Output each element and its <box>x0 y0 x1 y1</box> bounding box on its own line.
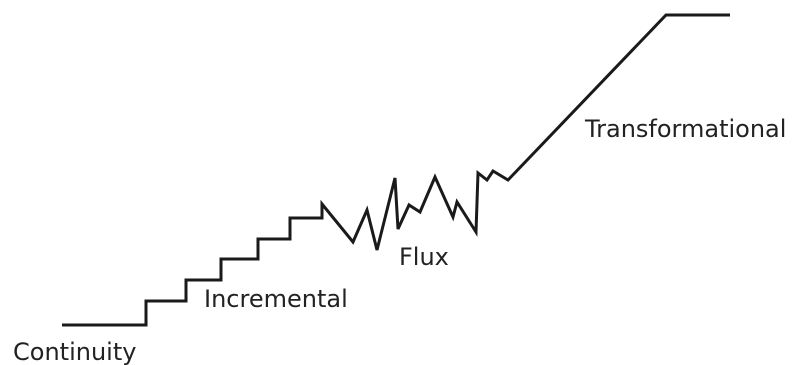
stage-label-transformational: Transformational <box>584 115 786 143</box>
stage-label-incremental: Incremental <box>204 285 348 313</box>
stage-label-flux: Flux <box>399 243 449 271</box>
stage-label-continuity: Continuity <box>13 338 136 365</box>
trajectory-line <box>62 13 730 327</box>
